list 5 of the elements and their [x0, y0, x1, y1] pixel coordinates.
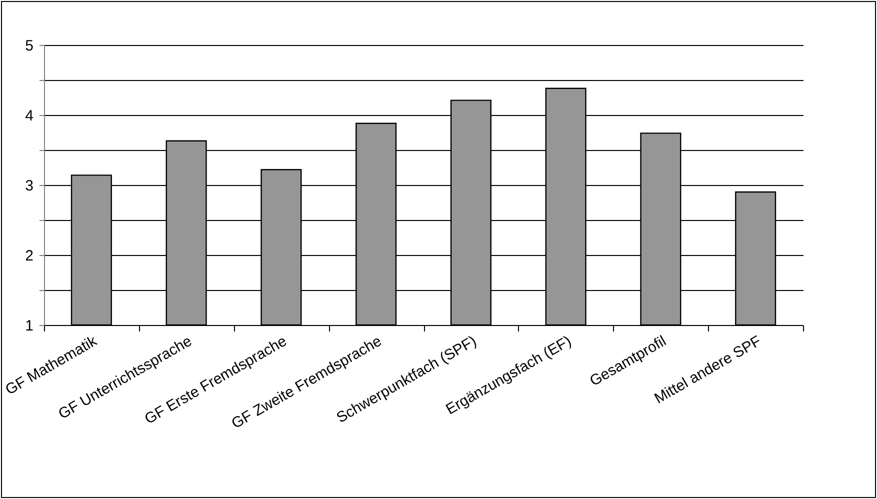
- y-tick-label: 4: [25, 108, 34, 124]
- y-tick-label: 1: [25, 318, 34, 334]
- y-tick-label: 2: [25, 248, 34, 264]
- y-tick-label: 3: [25, 178, 34, 194]
- y-tick-label: 5: [25, 38, 34, 54]
